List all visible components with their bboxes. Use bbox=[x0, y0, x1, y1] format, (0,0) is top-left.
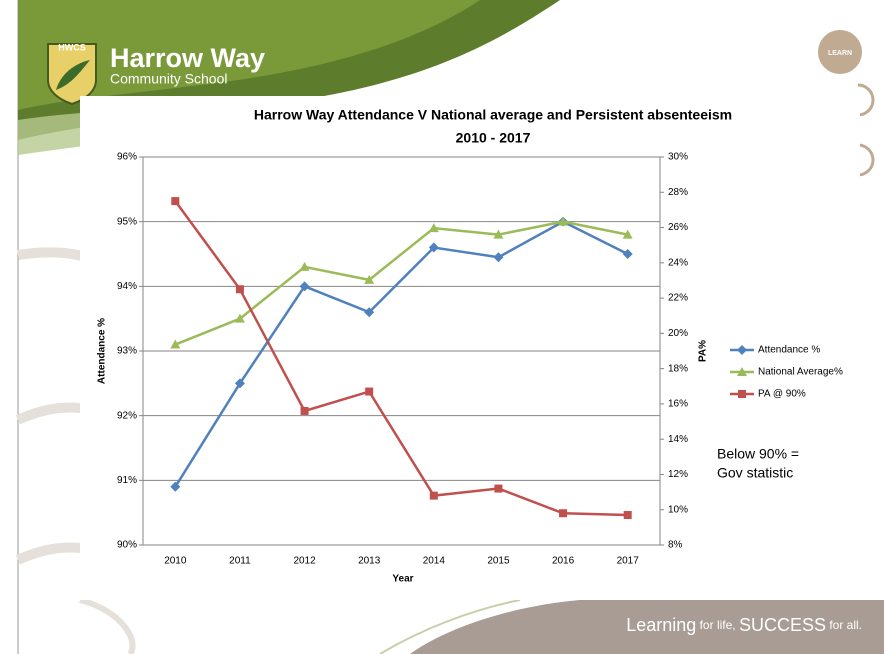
footer-band bbox=[410, 600, 884, 654]
legend-marker bbox=[738, 390, 746, 398]
legend-marker bbox=[737, 345, 747, 355]
data-point bbox=[170, 339, 181, 349]
footer-part: SUCCESS bbox=[739, 615, 826, 635]
y-tick-label: 95% bbox=[117, 216, 137, 227]
y2-tick-label: 28% bbox=[668, 187, 688, 198]
data-point bbox=[558, 216, 569, 226]
y-axis-title: Attendance % bbox=[97, 318, 108, 384]
legend-marker bbox=[737, 367, 747, 376]
x-tick-label: 2016 bbox=[552, 556, 575, 567]
footer-part: Learning bbox=[626, 615, 696, 635]
y2-tick-label: 10% bbox=[668, 504, 688, 515]
y-tick-label: 96% bbox=[117, 152, 137, 163]
school-name: Harrow Way bbox=[110, 43, 265, 73]
y2-tick-label: 16% bbox=[668, 399, 688, 410]
annotation: Below 90% = bbox=[717, 446, 799, 462]
chart-title: Harrow Way Attendance V National average… bbox=[254, 107, 732, 123]
data-point bbox=[622, 229, 633, 239]
learn-badge-text: LEARN bbox=[828, 50, 852, 57]
y2-tick-label: 30% bbox=[668, 152, 688, 163]
x-tick-label: 2013 bbox=[358, 556, 381, 567]
logo-bird bbox=[56, 60, 90, 90]
y2-tick-label: 8% bbox=[668, 540, 683, 551]
x-tick-label: 2017 bbox=[617, 556, 640, 567]
logo-badge-text: HWCS bbox=[58, 42, 86, 52]
data-point bbox=[364, 307, 375, 318]
data-point bbox=[428, 242, 439, 253]
decor-arc bbox=[79, 597, 136, 654]
header-swoosh bbox=[18, 0, 480, 110]
series-line bbox=[174, 220, 629, 488]
legend-label: Attendance % bbox=[758, 345, 820, 356]
x-tick-label: 2015 bbox=[487, 556, 510, 567]
data-point bbox=[429, 491, 438, 500]
y2-tick-label: 24% bbox=[668, 257, 688, 268]
y-tick-label: 90% bbox=[117, 540, 137, 551]
y2-tick-label: 26% bbox=[668, 222, 688, 233]
footer-part: for life, bbox=[696, 618, 739, 632]
decor-arc bbox=[857, 83, 875, 117]
data-point bbox=[493, 252, 504, 263]
data-point bbox=[493, 229, 504, 239]
y-tick-label: 91% bbox=[117, 475, 137, 486]
data-point bbox=[365, 387, 374, 396]
y2-tick-label: 22% bbox=[668, 293, 688, 304]
y-tick-label: 94% bbox=[117, 281, 137, 292]
data-point bbox=[234, 313, 245, 323]
y2-axis-title: PA% bbox=[698, 340, 709, 362]
learn-badge bbox=[818, 30, 862, 74]
y-tick-label: 93% bbox=[117, 346, 137, 357]
data-point bbox=[623, 511, 632, 520]
data-point bbox=[494, 484, 503, 493]
chart-subtitle: 2010 - 2017 bbox=[456, 130, 531, 146]
decor-arc bbox=[379, 599, 521, 654]
data-point bbox=[171, 197, 180, 206]
x-tick-label: 2011 bbox=[229, 556, 251, 567]
y-tick-label: 92% bbox=[117, 410, 137, 421]
x-tick-label: 2014 bbox=[423, 556, 446, 567]
y2-tick-label: 14% bbox=[668, 434, 688, 445]
data-point bbox=[234, 378, 245, 389]
series-line bbox=[174, 200, 628, 517]
data-point bbox=[622, 249, 633, 259]
annotation: Gov statistic bbox=[717, 465, 793, 481]
legend-label: PA @ 90% bbox=[758, 389, 806, 400]
data-point bbox=[300, 406, 309, 415]
decor-arc bbox=[857, 143, 875, 177]
data-point bbox=[364, 274, 375, 284]
legend-label: National Average% bbox=[758, 367, 843, 378]
data-point bbox=[428, 223, 439, 233]
chart-panel bbox=[80, 96, 860, 600]
x-axis-title: Year bbox=[392, 574, 413, 585]
data-point bbox=[170, 481, 181, 492]
y2-tick-label: 20% bbox=[668, 328, 688, 339]
data-point bbox=[299, 281, 310, 292]
data-point bbox=[299, 261, 310, 271]
x-tick-label: 2012 bbox=[293, 556, 316, 567]
y2-tick-label: 12% bbox=[668, 469, 688, 480]
data-point bbox=[235, 285, 244, 294]
footer-part: for all. bbox=[826, 618, 862, 632]
data-point bbox=[559, 509, 568, 518]
footer-slogan: Learning for life, SUCCESS for all. bbox=[626, 615, 862, 635]
y2-tick-label: 18% bbox=[668, 363, 688, 374]
x-tick-label: 2010 bbox=[164, 556, 187, 567]
school-subtitle: Community School bbox=[110, 71, 228, 87]
